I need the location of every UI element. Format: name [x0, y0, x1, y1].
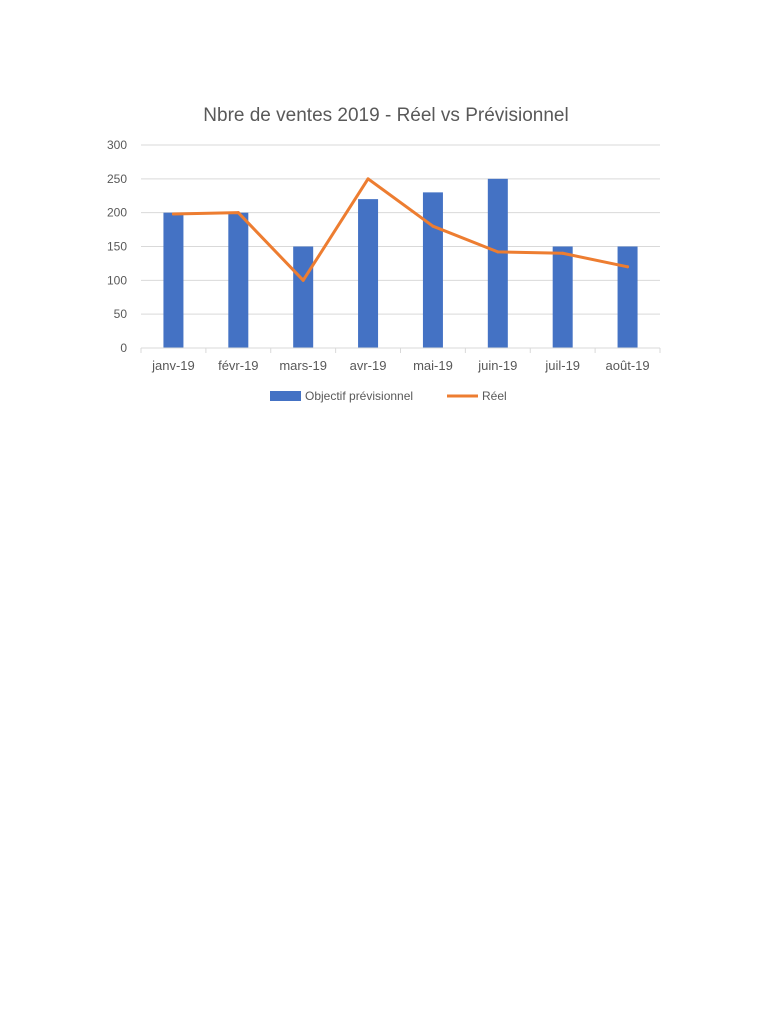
- y-tick-label: 100: [107, 273, 127, 287]
- bar: [163, 212, 184, 348]
- bar: [422, 192, 443, 348]
- y-tick-label: 300: [107, 138, 127, 152]
- legend-swatch-bar: [270, 391, 301, 401]
- line-series: [171, 177, 630, 282]
- legend-label-bar: Objectif prévisionnel: [305, 389, 413, 403]
- bar: [358, 199, 379, 348]
- y-tick-label: 200: [107, 206, 127, 220]
- x-tick-label: févr-19: [218, 358, 258, 373]
- y-tick-label: 250: [107, 172, 127, 186]
- line-point: [301, 278, 305, 282]
- x-tick-label: janv-19: [151, 358, 195, 373]
- y-tick-label: 0: [120, 341, 127, 355]
- gridlines: [141, 144, 660, 315]
- x-tick-label: mai-19: [413, 358, 453, 373]
- line-path: [171, 177, 630, 282]
- y-tick-label: 50: [114, 307, 128, 321]
- y-axis-ticks: 0 50 100 150 200 250 300: [107, 138, 127, 355]
- bar: [293, 246, 314, 348]
- x-tick-label: juin-19: [477, 358, 517, 373]
- y-tick-label: 150: [107, 240, 127, 254]
- bar: [617, 246, 638, 348]
- legend-label-line: Réel: [482, 389, 507, 403]
- x-tick-label: juil-19: [544, 358, 580, 373]
- bar: [552, 246, 573, 348]
- line-point: [366, 177, 370, 181]
- line-point: [496, 250, 500, 254]
- chart-title: Nbre de ventes 2019 - Réel vs Prévisionn…: [203, 105, 568, 126]
- bar: [487, 178, 508, 348]
- x-tick-label: avr-19: [350, 358, 387, 373]
- line-point: [626, 265, 630, 269]
- line-point: [561, 251, 565, 255]
- line-point: [236, 211, 240, 215]
- x-tick-label: mars-19: [279, 358, 327, 373]
- bar: [228, 212, 249, 348]
- legend: Objectif prévisionnel Réel: [270, 389, 507, 403]
- x-axis-ticks: janv-19 févr-19 mars-19 avr-19 mai-19 juin-19…: [140, 348, 661, 373]
- chart-container: Nbre de ventes 2019 - Réel vs Prévisionn…: [0, 0, 768, 440]
- x-tick-label: août-19: [606, 358, 650, 373]
- line-point: [431, 224, 435, 228]
- line-point: [171, 212, 175, 216]
- combo-chart: Nbre de ventes 2019 - Réel vs Prévisionn…: [107, 105, 661, 403]
